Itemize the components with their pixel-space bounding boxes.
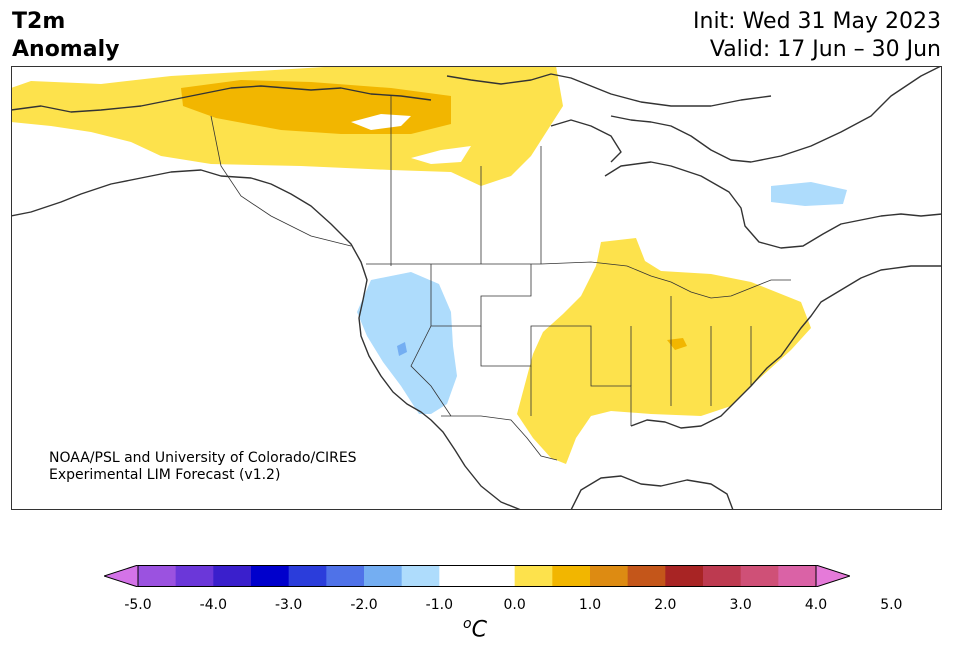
- colorbar-outline: [137, 565, 817, 587]
- colorbar-cell: [364, 565, 403, 587]
- colorbar-tick-label: 2.0: [654, 597, 677, 613]
- colorbar-tick-label: -3.0: [274, 597, 303, 613]
- credit-line-2: Experimental LIM Forecast (v1.2): [49, 467, 281, 483]
- title-line-2: Anomaly: [12, 37, 120, 62]
- colorbar-cell: [288, 565, 327, 587]
- colorbar-cell: [740, 565, 779, 587]
- map-title: T2m Anomaly: [12, 8, 119, 64]
- colorbar-tick-label: 4.0: [804, 597, 828, 613]
- colorbar-cell: [590, 565, 629, 587]
- colorbar-cell: [213, 565, 252, 587]
- colorbar-tick-label: 0.0: [503, 597, 526, 613]
- political-borders: [210, 96, 791, 461]
- cool-anomaly-hudson: [771, 182, 847, 206]
- colorbar-cell: [477, 565, 516, 587]
- warm-anomaly-ohio-core: [667, 338, 687, 350]
- colorbar-tick-labels: -5.0 -4.0 -3.0 -2.0 -1.0 0.0 1.0 2.0 3.0 4.0 5.0: [0, 597, 953, 617]
- degree-sup: o: [463, 616, 472, 632]
- colorbar-tick-label: -4.0: [199, 597, 227, 613]
- colorbar-cell: [665, 565, 704, 587]
- anomaly-map: [11, 66, 942, 510]
- white-island-1: [351, 114, 411, 130]
- credit-text: NOAA/PSL and University of Colorado/CIRE…: [49, 450, 357, 484]
- colorbar-tick-label: 5.0: [880, 597, 903, 613]
- cool-anomaly-west: [357, 272, 457, 414]
- colorbar-cell: [439, 565, 478, 587]
- colorbar-cell: [326, 565, 365, 587]
- coastlines: [11, 66, 942, 510]
- colorbar-cell: [627, 565, 666, 587]
- forecast-dates: Init: Wed 31 May 2023 Valid: 17 Jun – 30…: [693, 8, 941, 64]
- cool-anomaly-nevada-core: [397, 342, 407, 356]
- colorbar-tick-label: -5.0: [124, 597, 152, 613]
- colorbar-cell: [778, 565, 817, 587]
- colorbar-unit: oC: [463, 616, 487, 642]
- colorbar-tick-label: 3.0: [729, 597, 752, 613]
- colorbar-tick-label: -2.0: [350, 597, 378, 613]
- colorbar-cell: [514, 565, 553, 587]
- colorbar-cell: [175, 565, 214, 587]
- colorbar: [104, 565, 850, 587]
- colorbar-cell: [251, 565, 290, 587]
- white-island-2: [411, 146, 471, 164]
- colorbar-tick-label: 1.0: [578, 597, 602, 613]
- colorbar-extend-low: [104, 565, 139, 587]
- warm-anomaly-east: [517, 238, 811, 464]
- anomaly-shading: [11, 66, 847, 464]
- valid-date: Valid: 17 Jun – 30 Jun: [709, 37, 941, 62]
- colorbar-cells: [104, 565, 850, 587]
- credit-line-1: NOAA/PSL and University of Colorado/CIRE…: [49, 450, 357, 466]
- colorbar-tick-label: -1.0: [425, 597, 453, 613]
- colorbar-cell: [401, 565, 440, 587]
- init-date: Init: Wed 31 May 2023: [693, 9, 941, 34]
- colorbar-cell: [703, 565, 742, 587]
- colorbar-cell: [552, 565, 591, 587]
- title-line-1: T2m: [12, 9, 66, 34]
- colorbar-cell: [138, 565, 177, 587]
- colorbar-extend-high: [815, 565, 850, 587]
- unit-letter: C: [471, 617, 487, 643]
